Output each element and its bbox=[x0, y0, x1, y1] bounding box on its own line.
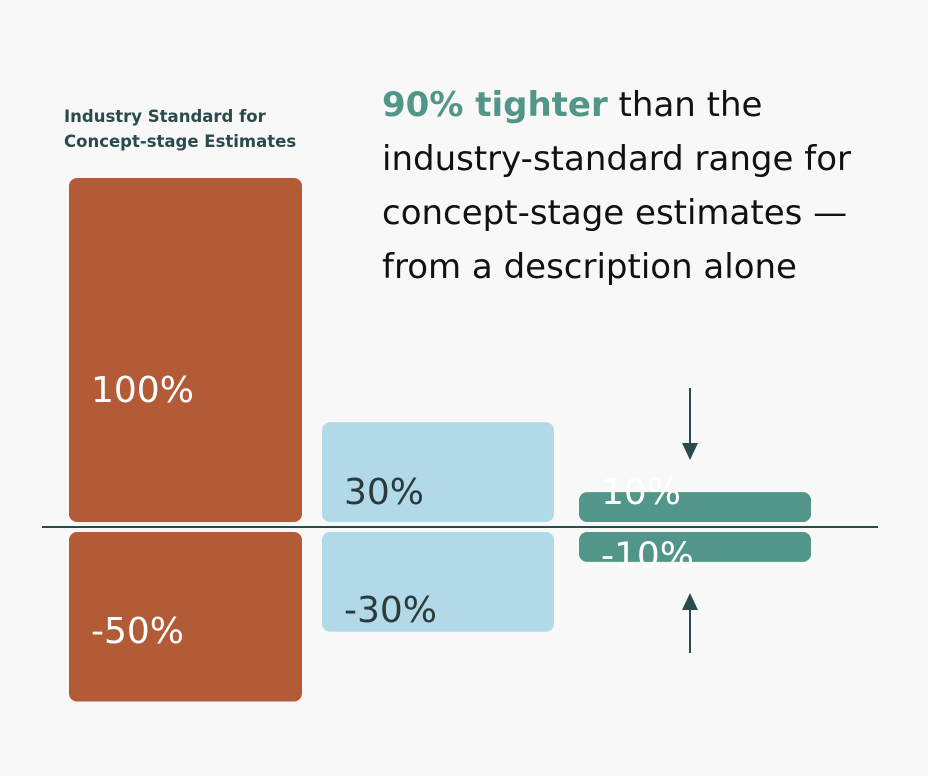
headline: 90% tighter than the industry-standard r… bbox=[382, 78, 902, 294]
arrow-up-head-icon bbox=[682, 593, 698, 610]
bar-lower-1 bbox=[69, 532, 302, 702]
bar-upper-label-2: 30% bbox=[344, 472, 424, 513]
arrow-down-head-icon bbox=[682, 443, 698, 460]
bar-lower-2 bbox=[322, 532, 554, 632]
headline-accent: 90% tighter bbox=[382, 85, 608, 125]
bar-lower-label-1: -50% bbox=[91, 611, 184, 652]
caption-line-2: Concept-stage Estimates bbox=[64, 132, 297, 151]
headline-rest: than the industry-standard range for con… bbox=[382, 85, 851, 287]
bar-upper-1 bbox=[69, 178, 302, 522]
bar-lower-3 bbox=[579, 532, 811, 562]
chart-caption: Industry Standard for Concept-stage Esti… bbox=[64, 104, 296, 154]
bar-upper-label-1: 100% bbox=[91, 370, 194, 411]
bar-lower-label-2: -30% bbox=[344, 590, 437, 631]
bar-upper-3 bbox=[579, 492, 811, 522]
bar-upper-2 bbox=[322, 422, 554, 522]
bar-upper-label-3: 10% bbox=[601, 472, 681, 513]
caption-line-1: Industry Standard for bbox=[64, 107, 266, 126]
bar-lower-label-3: -10% bbox=[601, 535, 694, 576]
